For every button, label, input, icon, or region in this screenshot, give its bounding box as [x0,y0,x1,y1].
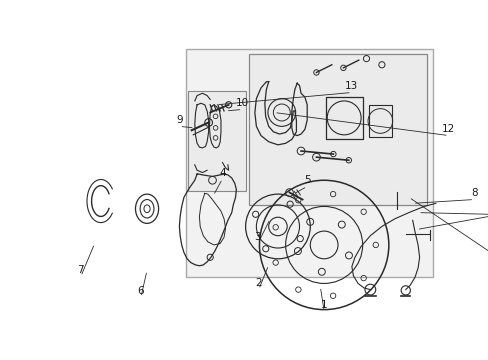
Text: 6: 6 [137,286,144,296]
Text: 2: 2 [255,278,262,288]
Bar [187,91,245,191]
Text: 4: 4 [219,167,225,177]
Text: 13: 13 [345,81,358,91]
Text: 10: 10 [236,98,248,108]
Text: 8: 8 [470,188,477,198]
Text: 9: 9 [176,115,183,125]
Text: 7: 7 [78,265,84,275]
Text: 5: 5 [303,175,310,185]
Bar [325,97,362,139]
Bar [368,105,391,137]
Bar [248,54,427,205]
Text: 1: 1 [320,300,327,310]
Bar [185,49,432,276]
Text: 3: 3 [254,232,261,242]
Text: 12: 12 [441,125,455,134]
